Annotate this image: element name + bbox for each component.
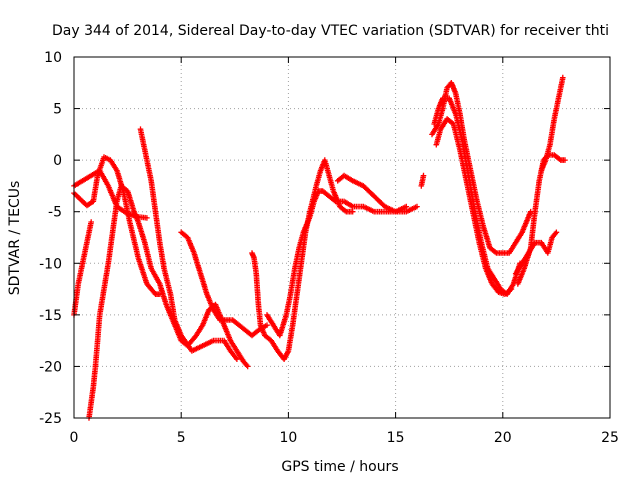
- chart-title: Day 344 of 2014, Sidereal Day-to-day VTE…: [52, 23, 609, 39]
- x-tick-label: 10: [279, 430, 297, 446]
- data-series-track-9: [334, 172, 420, 215]
- data-point-marker: [553, 229, 560, 236]
- data-series-track-6: [178, 229, 270, 339]
- data-point-marker: [244, 363, 251, 370]
- data-point-marker: [403, 203, 410, 210]
- data-series-track-7: [249, 157, 356, 362]
- y-tick-label: -20: [39, 359, 62, 375]
- y-axis-title: SDTVAR / TECUs: [7, 181, 23, 296]
- data-series-track-10: [418, 172, 427, 189]
- y-tick-label: 10: [44, 50, 62, 66]
- x-tick-label: 5: [177, 430, 186, 446]
- data-point-marker: [414, 203, 420, 210]
- tick-layer: 0 5 10 15 20 25 -25 -20 -15 -10 -5 0 5 10: [39, 50, 619, 446]
- data-point-marker: [349, 208, 356, 215]
- data-series-track-2: [71, 154, 163, 297]
- data-series-track-5: [137, 126, 240, 362]
- data-series-track-13: [433, 116, 515, 297]
- x-tick-label: 25: [601, 430, 619, 446]
- data-point-marker: [264, 322, 270, 328]
- data-point-marker: [560, 74, 566, 81]
- y-tick-label: -15: [39, 308, 62, 324]
- y-tick-label: 5: [53, 102, 62, 118]
- y-tick-label: 0: [53, 153, 62, 169]
- x-axis-title: GPS time / hours: [281, 459, 398, 475]
- y-tick-label: -25: [39, 411, 62, 427]
- data-series-track-4: [86, 183, 251, 421]
- data-series-track-8: [264, 188, 410, 339]
- y-tick-label: -5: [48, 205, 62, 221]
- data-point-marker: [508, 286, 515, 292]
- data-series-track-16: [538, 74, 566, 174]
- data-point-marker: [144, 215, 150, 221]
- data-point-marker: [562, 157, 568, 163]
- grid-layer: [74, 57, 610, 418]
- data-layer: [71, 74, 568, 421]
- x-tick-label: 15: [387, 430, 405, 446]
- plot-frame: [73, 56, 611, 419]
- data-point-marker: [234, 356, 240, 362]
- x-tick-label: 0: [70, 430, 79, 446]
- data-point-marker: [420, 172, 427, 179]
- y-tick-label: -10: [39, 256, 62, 272]
- x-tick-label: 20: [494, 430, 512, 446]
- data-point-marker: [88, 219, 94, 225]
